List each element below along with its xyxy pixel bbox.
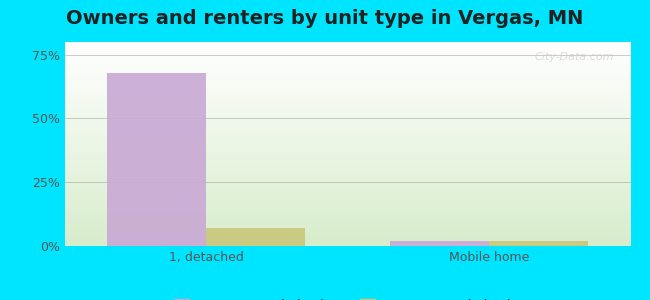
Text: City-Data.com: City-Data.com [534,52,614,62]
Bar [390,241,489,246]
Bar [107,73,207,246]
Text: Owners and renters by unit type in Vergas, MN: Owners and renters by unit type in Verga… [66,9,584,28]
Bar [489,241,588,246]
Bar [207,228,306,246]
Legend: Owner occupied units, Renter occupied units: Owner occupied units, Renter occupied un… [169,294,526,300]
